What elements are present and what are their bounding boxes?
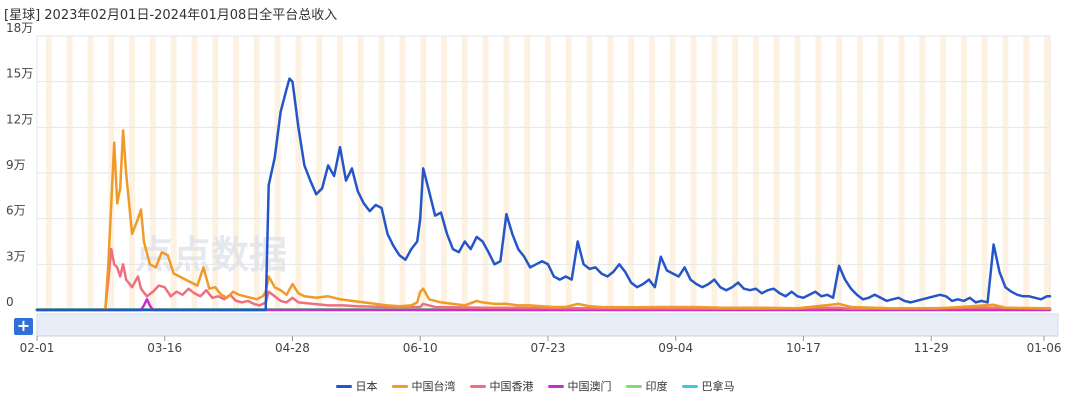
x-tick-label: 10-17 [786,341,821,355]
legend-item[interactable]: 日本 [335,378,378,394]
legend-label: 中国澳门 [567,380,612,393]
legend-label: 日本 [355,380,378,393]
x-tick-label: 09-04 [658,341,693,355]
legend-swatch [335,384,352,388]
zoom-in-button[interactable]: + [14,318,33,335]
y-tick-label: 3万 [6,249,26,263]
y-tick-label: 9万 [6,158,26,172]
y-tick-label: 0 [6,295,14,309]
chart-legend: 日本 中国台湾 中国香港 中国澳门 印度 巴拿马 [0,378,1070,394]
x-tick-label: 11-29 [914,341,949,355]
y-tick-label: 6万 [6,204,26,218]
legend-label: 中国台湾 [411,380,456,393]
slider-track[interactable] [36,313,1059,337]
series-line [35,77,1052,312]
x-axis: 02-01 03-16 04-28 06-10 07-23 09-04 10-17 11-29… [20,336,1062,355]
legend-swatch [547,384,564,388]
series-layer [35,77,1052,312]
legend-label: 中国香港 [489,380,534,393]
x-tick-label: 04-28 [275,341,310,355]
legend-label: 巴拿马 [701,380,735,393]
range-slider [36,313,1059,337]
legend-label: 印度 [645,380,668,393]
legend-swatch [681,384,698,388]
legend-item[interactable]: 巴拿马 [681,378,735,394]
y-tick-label: 18万 [6,21,33,35]
x-tick-label: 01-06 [1027,341,1062,355]
legend-item[interactable]: 中国澳门 [547,378,612,394]
series-line [35,247,1052,312]
legend-item[interactable]: 中国台湾 [391,378,456,394]
x-tick-label: 03-16 [147,341,182,355]
legend-swatch [625,384,642,388]
y-tick-label: 15万 [6,67,33,81]
series-line [35,129,1052,312]
legend-item[interactable]: 中国香港 [469,378,534,394]
legend-swatch [391,384,408,388]
y-tick-label: 12万 [6,112,33,126]
x-tick-label: 06-10 [403,341,438,355]
x-tick-label: 07-23 [531,341,566,355]
watermark: 点点数据 [135,233,287,277]
legend-swatch [469,384,486,388]
legend-item[interactable]: 印度 [625,378,668,394]
y-axis: 0 3万 6万 9万 12万 15万 18万 [6,21,33,309]
x-tick-label: 02-01 [20,341,55,355]
chart-title: [星球] 2023年02月01日-2024年01月08日全平台总收入 [4,8,338,23]
